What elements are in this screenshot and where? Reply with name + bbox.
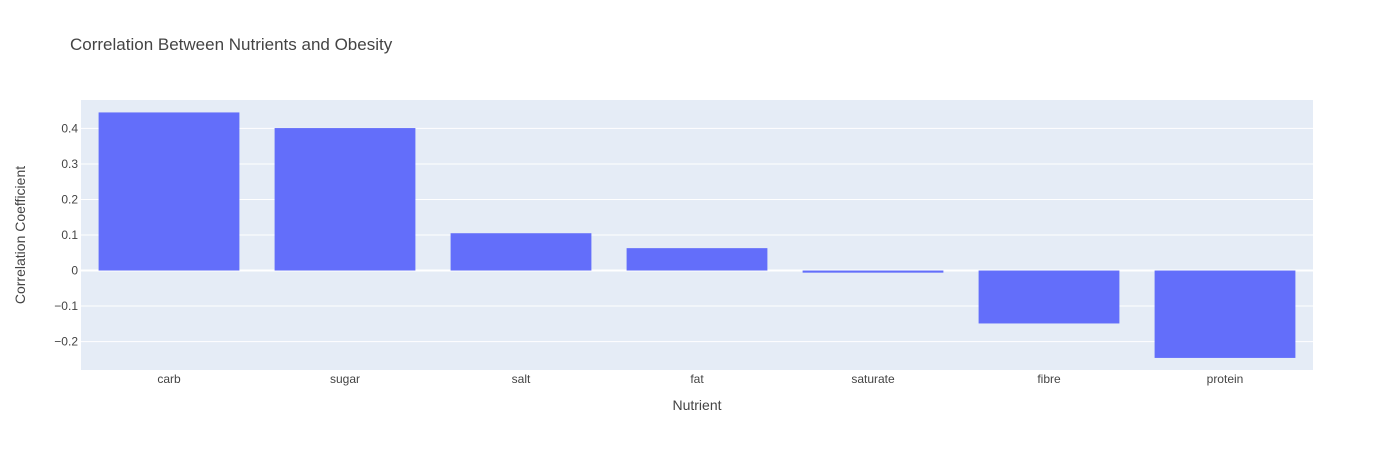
x-tick-label-sugar: sugar (330, 372, 360, 386)
y-tick-label: 0.2 (61, 192, 78, 206)
bar-fat[interactable] (626, 248, 768, 271)
x-tick-label-saturate: saturate (851, 372, 895, 386)
y-tick-label: 0 (71, 264, 78, 278)
x-axis-ticks: carb sugar salt fat saturate fibre protein (157, 372, 1243, 386)
chart-title: Correlation Between Nutrients and Obesit… (70, 35, 393, 54)
x-tick-label-fat: fat (690, 372, 704, 386)
x-tick-label-fibre: fibre (1037, 372, 1061, 386)
y-tick-label: 0.3 (61, 157, 78, 171)
y-tick-label: 0.4 (61, 121, 78, 135)
x-tick-label-salt: salt (512, 372, 531, 386)
bar-protein[interactable] (1154, 270, 1296, 358)
x-tick-label-protein: protein (1207, 372, 1244, 386)
y-tick-label: −0.2 (54, 335, 78, 349)
bar-sugar[interactable] (274, 128, 416, 271)
y-tick-label: −0.1 (54, 299, 78, 313)
bar-salt[interactable] (450, 233, 592, 271)
y-tick-label: 0.1 (61, 228, 78, 242)
bar-saturate[interactable] (802, 270, 944, 273)
bar-carb[interactable] (98, 112, 240, 271)
bars (98, 112, 1296, 358)
y-axis-title: Correlation Coefficient (12, 166, 28, 304)
y-axis-ticks: −0.2 −0.1 0 0.1 0.2 0.3 0.4 (54, 121, 78, 348)
x-tick-label-carb: carb (157, 372, 181, 386)
x-axis-title: Nutrient (672, 397, 721, 413)
bar-fibre[interactable] (978, 270, 1120, 324)
